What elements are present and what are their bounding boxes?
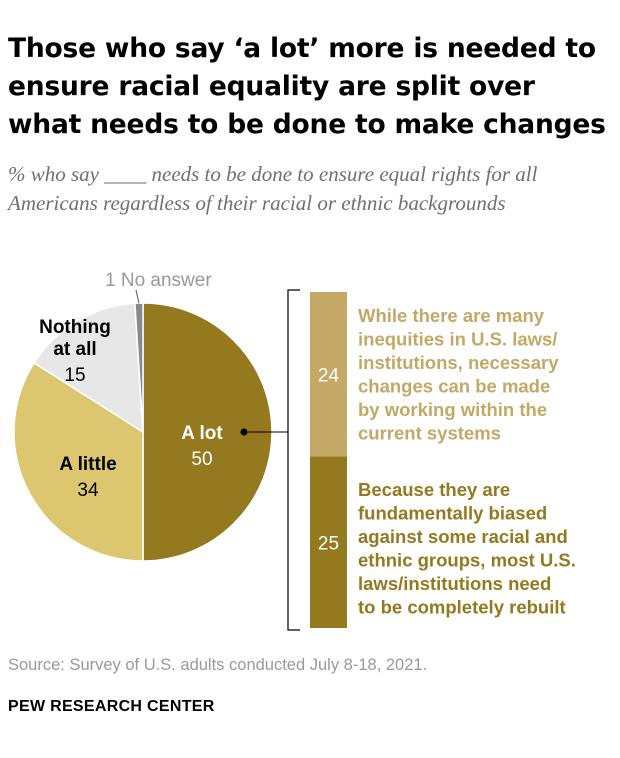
slice-value-nothing-at-all: 15 — [64, 365, 85, 386]
pie-slice-no-answer — [134, 302, 144, 433]
slice-label-a-lot: A lot — [181, 423, 223, 444]
chart-subtitle: % who say ____ needs to be done to ensur… — [8, 162, 538, 215]
bar-segment-2 — [310, 456, 347, 628]
source-note: Source: Survey of U.S. adults conducted … — [8, 656, 428, 674]
bar-segment-1 — [310, 292, 347, 457]
bar-segment-value-1: 24 — [318, 365, 340, 386]
slice-value-a-lot: 50 — [191, 449, 212, 470]
slice-label-nothing-at-all: Nothing at all — [39, 317, 111, 360]
bar-segment-value-2: 25 — [318, 533, 339, 554]
slice-value-a-little: 34 — [77, 480, 99, 501]
organization-name: PEW RESEARCH CENTER — [8, 698, 215, 715]
no-answer-leader-line — [135, 289, 140, 304]
bar-segment-label-1: While there are many inequities in U.S. l… — [358, 305, 559, 444]
pie-and-bar-chart: A lot 50 A little 34 Nothing at all 15 1 No ans… — [13, 270, 576, 631]
slice-label-no-answer: 1 No answer — [105, 270, 212, 291]
slice-label-a-little: A little — [59, 454, 116, 475]
pie-slice-nothing-at-all — [33, 302, 144, 434]
chart-title: Those who say ‘a lot’ more is needed to … — [8, 33, 606, 140]
bar-segment-label-2: Because they are fundamentally biased agai… — [358, 479, 576, 618]
bar-bracket — [287, 289, 300, 631]
